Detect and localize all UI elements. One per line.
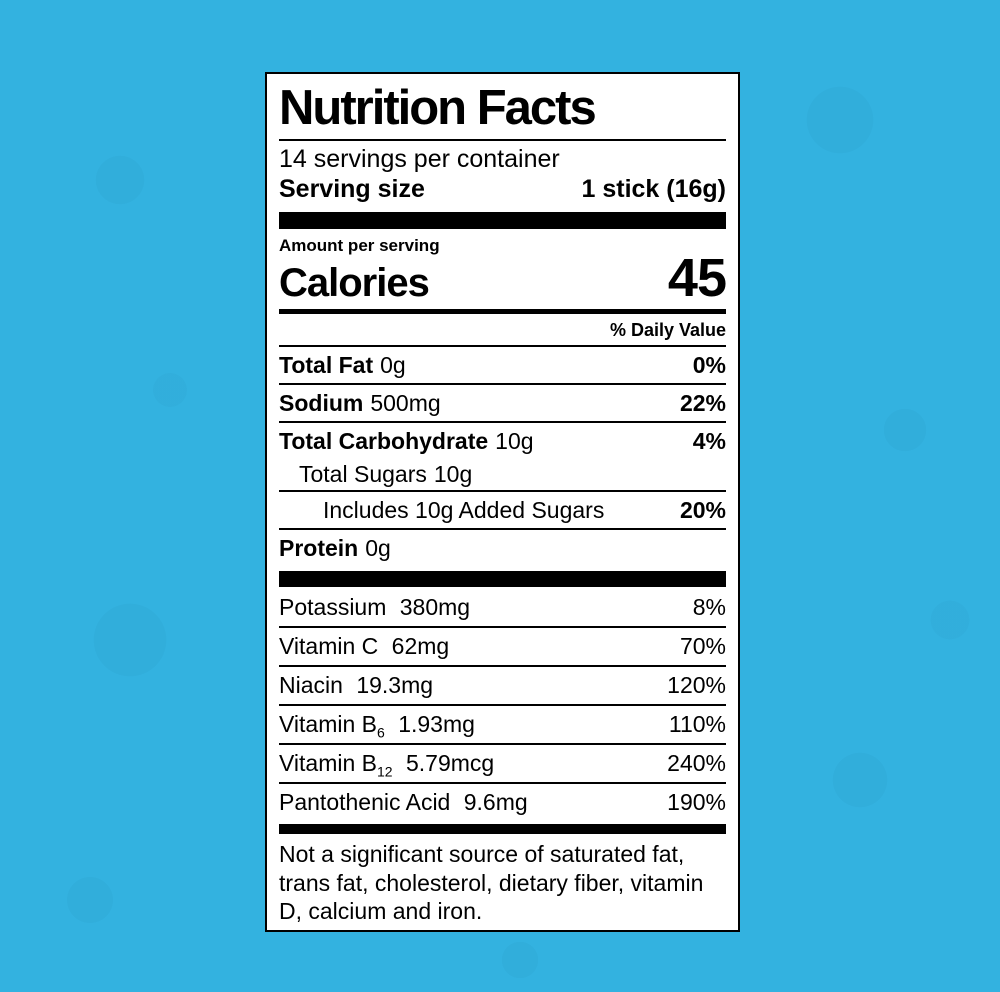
micronutrient-amount: 380mg	[399, 594, 471, 620]
nutrient-name: Sodium	[279, 390, 364, 416]
calories-label: Calories	[279, 261, 430, 305]
micronutrient-amount: 19.3mg	[356, 672, 434, 698]
nutrient-row-total-sugars: Total Sugars 10g	[279, 459, 726, 492]
amount-per-serving-label: Amount per serving	[279, 236, 440, 255]
micronutrient-row-vitamin-b12: Vitamin B12 5.79mcg 240%	[279, 745, 726, 784]
nutrient-row-protein: Protein 0g	[279, 530, 726, 566]
micronutrient-name: Vitamin B	[279, 711, 378, 737]
micronutrient-dv: 8%	[692, 594, 726, 620]
servings-per-container: 14 servings per container	[279, 145, 560, 173]
micronutrient-subscript: 12	[377, 763, 393, 780]
nutrient-amount: 10g	[495, 428, 534, 454]
nutrient-amount: 0g	[365, 535, 391, 561]
nutrient-amount: 500mg	[370, 390, 441, 416]
nutrient-row-added-sugars: Includes 10g Added Sugars 20%	[279, 492, 726, 530]
nutrition-facts-label: Nutrition Facts 14 servings per containe…	[265, 72, 740, 932]
micronutrient-amount: 5.79mcg	[405, 750, 495, 776]
nutrient-dv: 4%	[692, 428, 726, 454]
nutrient-amount: 10g	[433, 461, 473, 487]
daily-value-header: % Daily Value	[279, 314, 726, 347]
nutrient-name: Total Fat	[279, 352, 374, 378]
micronutrient-row-vitamin-b6: Vitamin B6 1.93mg 110%	[279, 706, 726, 745]
micronutrient-dv: 240%	[667, 750, 726, 776]
nutrient-name: Includes 10g Added Sugars	[323, 497, 605, 523]
nutrient-row-sodium: Sodium 500mg 22%	[279, 385, 726, 423]
micronutrient-name: Vitamin C	[279, 633, 379, 659]
nutrient-name: Total Carbohydrate	[279, 428, 489, 454]
micronutrient-name: Potassium	[279, 594, 387, 620]
nutrient-dv: 20%	[679, 497, 726, 523]
nutrient-name: Total Sugars	[299, 461, 427, 487]
micronutrient-row-niacin: Niacin 19.3mg 120%	[279, 667, 726, 706]
nutrient-dv: 0%	[692, 352, 726, 378]
micronutrient-amount: 1.93mg	[398, 711, 475, 737]
micronutrient-row-potassium: Potassium 380mg 8%	[279, 589, 726, 628]
nutrient-amount: 0g	[380, 352, 406, 378]
nutrient-dv: 22%	[679, 390, 726, 416]
divider-bar-thin	[279, 824, 726, 834]
micronutrient-dv: 190%	[667, 789, 726, 815]
serving-size-row: Serving size 1 stick (16g)	[279, 174, 726, 205]
footnote: Not a significant source of saturated fa…	[279, 841, 704, 924]
serving-size-value: 1 stick (16g)	[581, 175, 726, 203]
divider-bar-mid	[279, 571, 726, 587]
micronutrient-name: Niacin	[279, 672, 343, 698]
calories-row: Calories 45	[279, 248, 727, 314]
micronutrient-name: Pantothenic Acid	[279, 789, 451, 815]
nutrient-row-total-fat: Total Fat 0g 0%	[279, 347, 726, 385]
micronutrient-row-pantothenic-acid: Pantothenic Acid 9.6mg 190%	[279, 784, 726, 821]
serving-size-label: Serving size	[279, 175, 425, 203]
micronutrient-dv: 110%	[668, 711, 726, 737]
micronutrient-subscript: 6	[377, 724, 385, 741]
nutrient-row-total-carbohydrate: Total Carbohydrate 10g 4%	[279, 423, 726, 459]
label-title: Nutrition Facts	[279, 80, 726, 141]
micronutrient-name: Vitamin B	[279, 750, 378, 776]
micronutrient-row-vitamin-c: Vitamin C 62mg 70%	[279, 628, 726, 667]
micronutrient-dv: 120%	[667, 672, 726, 698]
micronutrient-amount: 9.6mg	[463, 789, 528, 815]
calories-value: 45	[667, 248, 727, 308]
divider-bar-thick	[279, 212, 726, 229]
micronutrient-dv: 70%	[679, 633, 726, 659]
micronutrient-amount: 62mg	[391, 633, 450, 659]
nutrient-name: Protein	[279, 535, 359, 561]
